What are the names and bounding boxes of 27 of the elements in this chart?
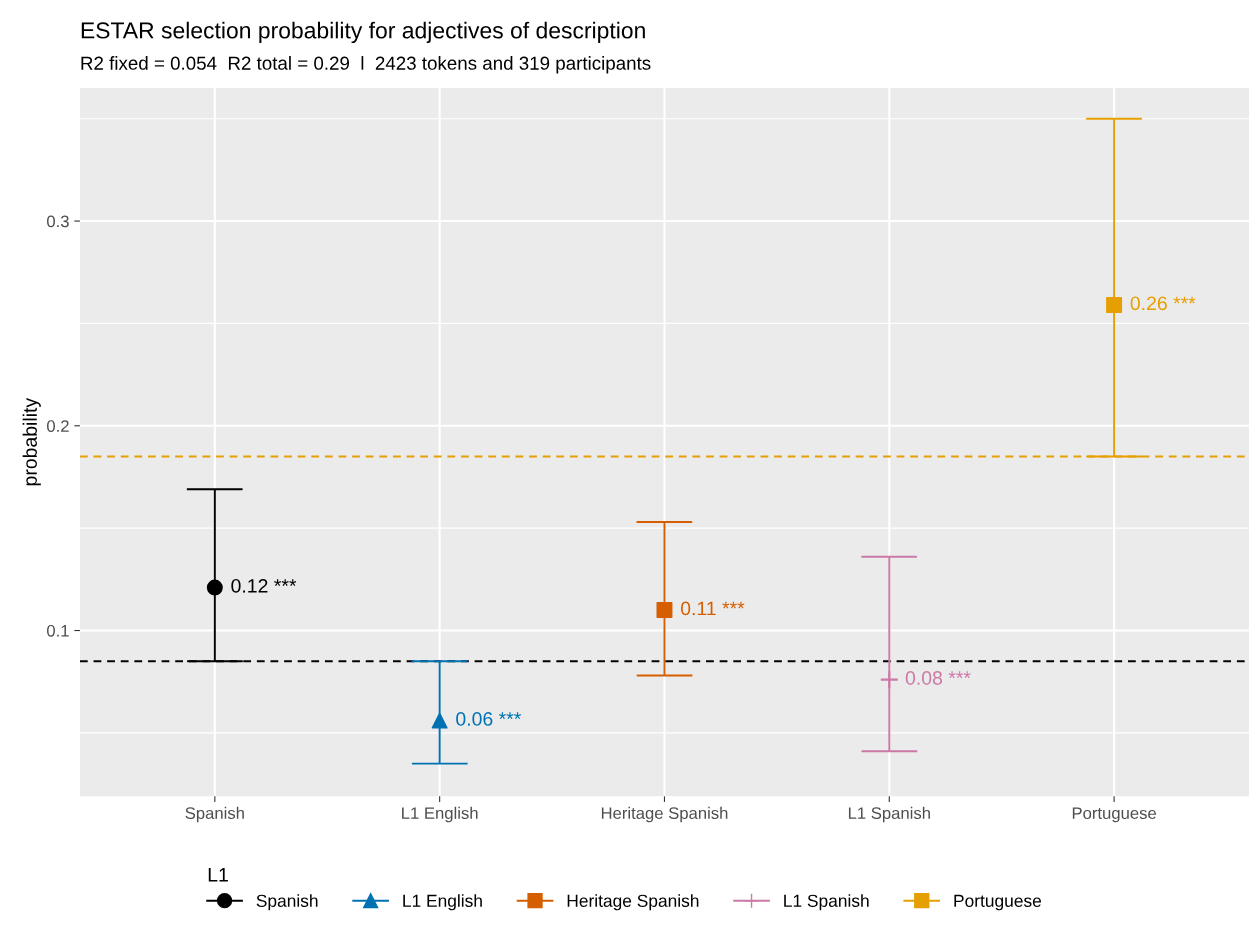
data-label: 0.12 *** — [231, 578, 297, 593]
y-axis-title: probability — [22, 397, 41, 486]
point — [1106, 297, 1123, 313]
x-tick-label: L1 English — [402, 806, 478, 823]
legend-label: Heritage Spanish — [567, 894, 699, 911]
x-tick-label: Spanish — [185, 806, 244, 823]
y-tick-label: 0.3 — [47, 215, 69, 228]
x-tick-label: L1 Spanish — [848, 806, 930, 823]
legend-title: L1 — [208, 868, 228, 882]
legend-label: L1 Spanish — [784, 894, 869, 911]
data-label: 0.06 *** — [456, 712, 522, 726]
data-label: 0.08 *** — [905, 671, 971, 685]
x-tick-label: Heritage Spanish — [601, 806, 728, 823]
chart-title: ESTAR selection probability for adjectives of description — [81, 21, 645, 44]
y-tick-label: 0.1 — [47, 624, 69, 637]
data-label: 0.11 *** — [680, 601, 745, 616]
legend-label: Portuguese — [954, 894, 1042, 911]
data-label: 0.26 *** — [1130, 296, 1196, 311]
y-tick-label: 0.2 — [47, 420, 69, 432]
point — [206, 579, 223, 596]
legend-label: Spanish — [256, 894, 318, 911]
x-tick-label: Portuguese — [1072, 807, 1156, 823]
legend-label: L1 English — [403, 894, 482, 911]
chart-subtitle: R2 fixed = 0.054 R2 total = 0.29 l 2423 tokens and 319 participants — [81, 56, 651, 74]
point — [656, 602, 673, 619]
point — [879, 670, 899, 690]
point — [431, 712, 448, 729]
